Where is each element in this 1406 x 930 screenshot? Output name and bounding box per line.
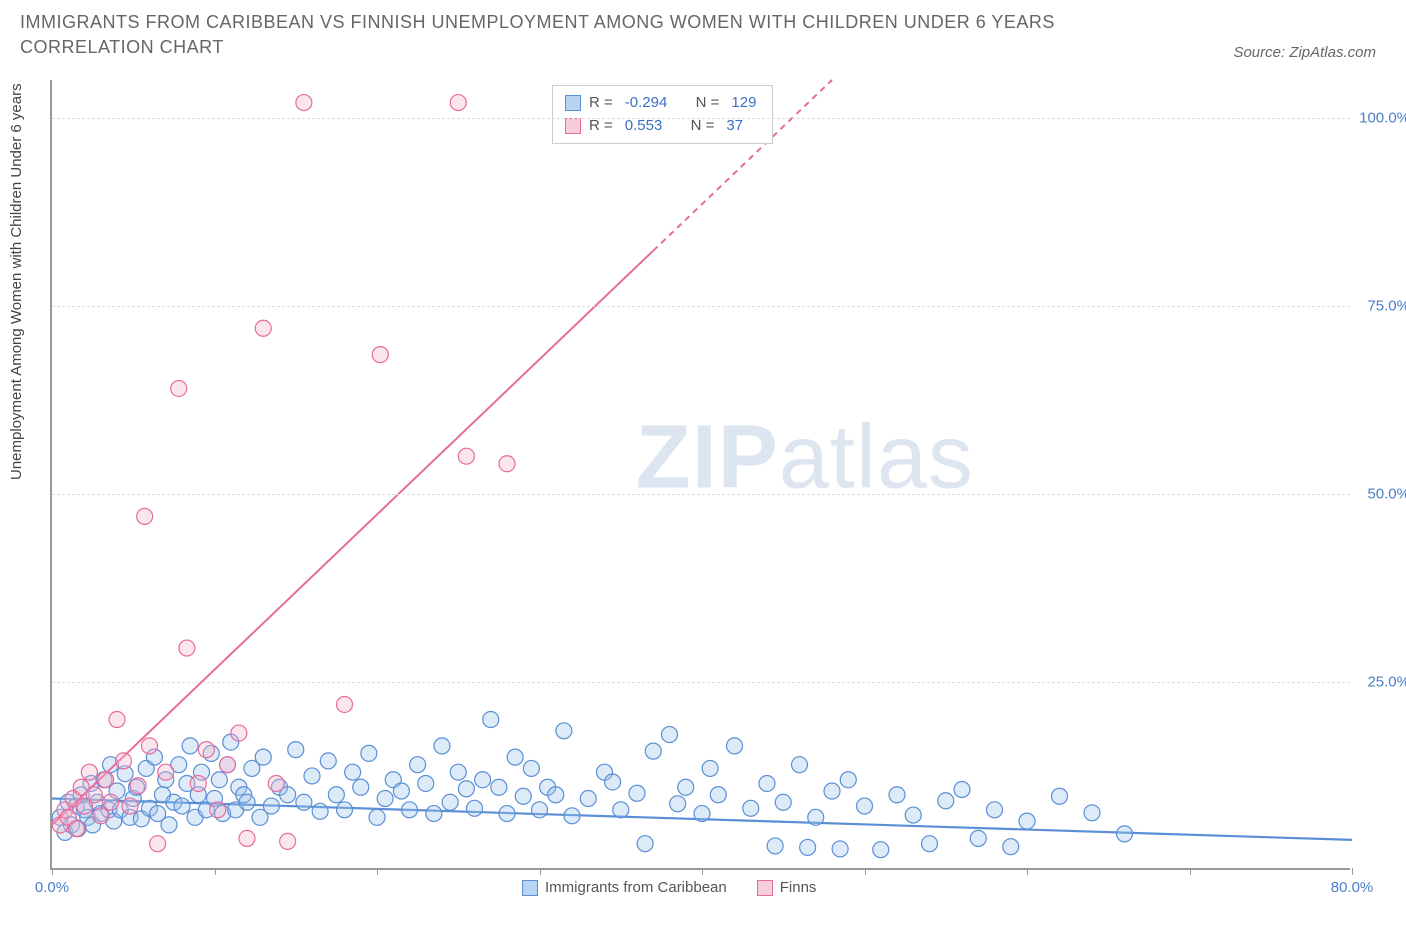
y-tick-label: 75.0% <box>1355 297 1406 314</box>
x-tick <box>865 868 866 875</box>
x-tick <box>52 868 53 875</box>
plot-area: ZIPatlas R =-0.294 N =129R =0.553 N =37 … <box>50 80 1350 870</box>
x-tick-label: 80.0% <box>1331 879 1374 896</box>
x-tick <box>1352 868 1353 875</box>
legend-item: Finns <box>757 879 817 896</box>
x-tick <box>702 868 703 875</box>
y-axis-label: Unemployment Among Women with Children U… <box>8 83 25 480</box>
gridline <box>52 118 1350 119</box>
y-tick-label: 25.0% <box>1355 673 1406 690</box>
x-tick <box>377 868 378 875</box>
x-tick <box>540 868 541 875</box>
chart-title: IMMIGRANTS FROM CARIBBEAN VS FINNISH UNE… <box>20 10 1120 60</box>
stats-box: R =-0.294 N =129R =0.553 N =37 <box>552 85 773 144</box>
x-tick-label: 0.0% <box>35 879 69 896</box>
source-attribution: Source: ZipAtlas.com <box>1233 44 1376 61</box>
x-tick <box>1027 868 1028 875</box>
legend: Immigrants from Caribbean Finns <box>522 879 816 896</box>
scatter-svg <box>52 80 1350 868</box>
y-tick-label: 50.0% <box>1355 485 1406 502</box>
gridline <box>52 494 1350 495</box>
x-tick <box>1190 868 1191 875</box>
x-tick <box>215 868 216 875</box>
gridline <box>52 682 1350 683</box>
stats-row: R =-0.294 N =129 <box>565 92 760 115</box>
y-tick-label: 100.0% <box>1355 109 1406 126</box>
legend-item: Immigrants from Caribbean <box>522 879 727 896</box>
gridline <box>52 306 1350 307</box>
